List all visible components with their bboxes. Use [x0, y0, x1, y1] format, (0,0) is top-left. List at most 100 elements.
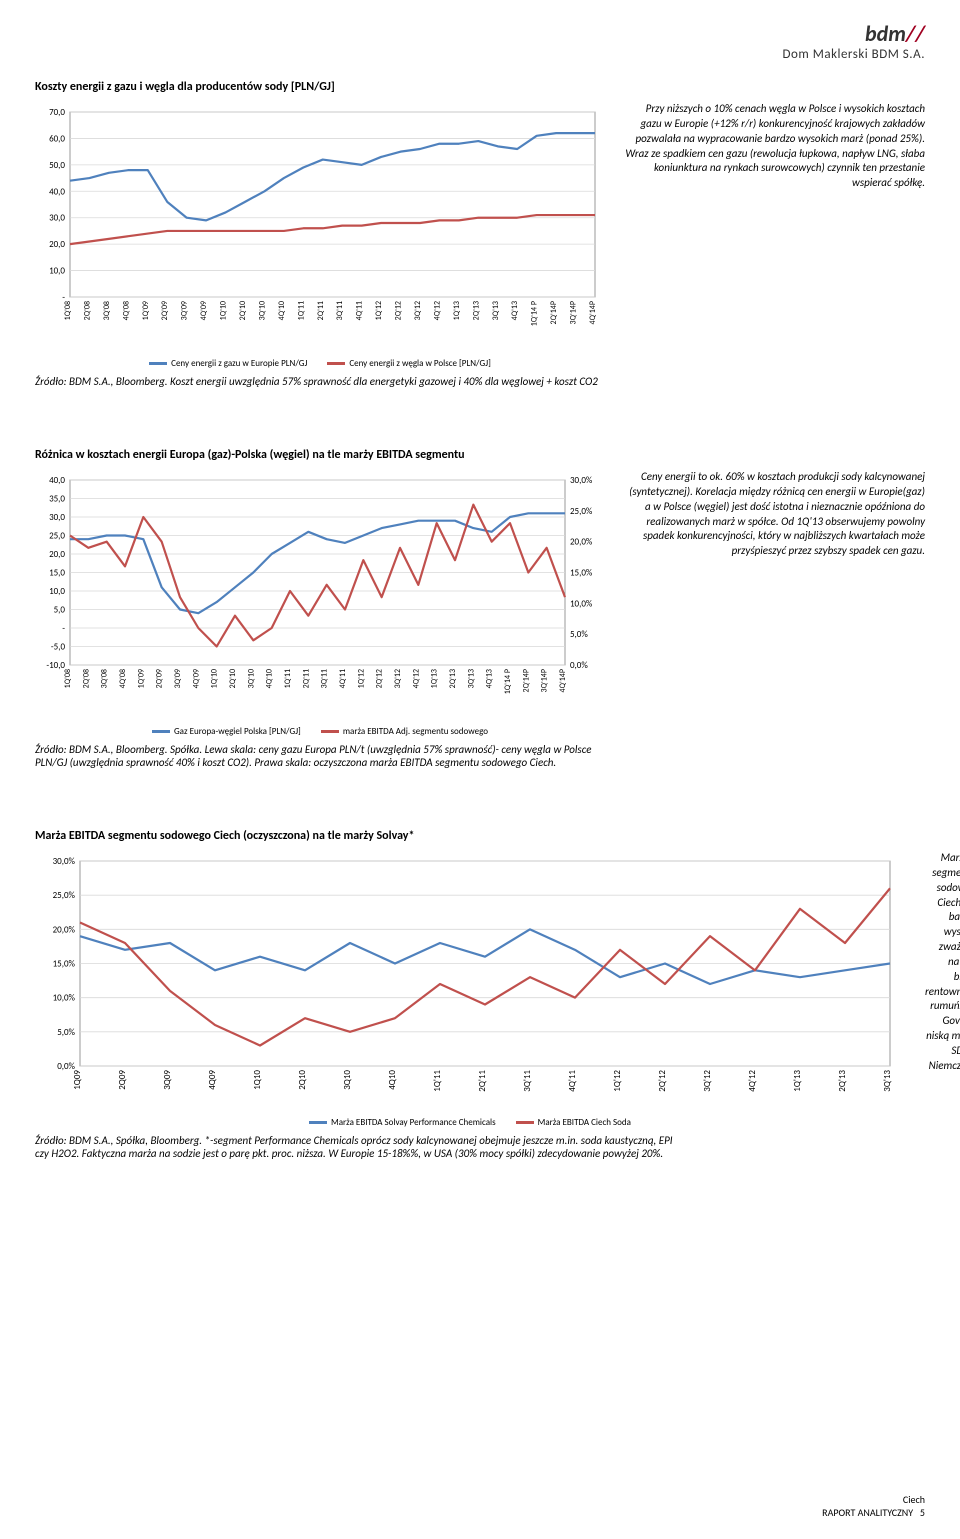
logo-tagline: Dom Maklerski BDM S.A. [783, 47, 925, 62]
chart1-side-text: Przy niższych o 10% cenach węgla w Polsc… [620, 102, 925, 191]
svg-text:2Q'13: 2Q'13 [471, 301, 481, 320]
svg-text:20,0%: 20,0% [570, 537, 593, 548]
svg-text:2Q'10: 2Q'10 [228, 669, 238, 688]
legend-item: marża EBITDA Adj. segmentu sodowego [321, 726, 488, 737]
svg-text:3Q09: 3Q09 [162, 1070, 173, 1090]
svg-text:1Q09: 1Q09 [72, 1070, 83, 1090]
svg-text:3Q'11: 3Q'11 [320, 669, 330, 688]
svg-text:3Q'09: 3Q'09 [180, 301, 190, 320]
chart2-source: Źródło: BDM S.A., Bloomberg. Spółka. Lew… [35, 743, 615, 769]
svg-text:20,0: 20,0 [49, 549, 65, 560]
svg-text:3Q'08: 3Q'08 [100, 669, 110, 688]
svg-text:70,0: 70,0 [49, 107, 65, 118]
svg-text:25,0: 25,0 [49, 531, 65, 542]
svg-text:60,0: 60,0 [49, 133, 65, 144]
svg-text:3Q'10: 3Q'10 [257, 301, 267, 320]
svg-text:-5,0: -5,0 [51, 642, 66, 653]
legend-item: Marża EBITDA Ciech Soda [516, 1117, 631, 1128]
svg-text:4Q'14P: 4Q'14P [588, 301, 598, 324]
chart2-svg: -10,0-5,0-5,010,015,020,025,030,035,040,… [35, 470, 605, 720]
svg-text:4Q'11: 4Q'11 [567, 1070, 578, 1092]
footer-report: RAPORT ANALITYCZNY [822, 1506, 913, 1519]
svg-text:2Q'13: 2Q'13 [448, 669, 458, 688]
svg-text:10,0%: 10,0% [53, 993, 76, 1004]
svg-text:30,0: 30,0 [49, 213, 65, 224]
svg-text:30,0%: 30,0% [570, 475, 593, 486]
chart3-side-text: Marże w segmencie sodowym Ciechu są bard… [920, 851, 960, 1074]
svg-text:1Q'11: 1Q'11 [296, 301, 306, 320]
chart3-title: Marża EBITDA segmentu sodowego Ciech (oc… [35, 829, 925, 843]
svg-text:4Q09: 4Q09 [207, 1070, 218, 1090]
svg-text:15,0: 15,0 [49, 568, 65, 579]
svg-text:25,0%: 25,0% [570, 506, 593, 517]
svg-text:4Q'08: 4Q'08 [118, 669, 128, 688]
svg-text:4Q'13: 4Q'13 [485, 669, 495, 688]
svg-text:10,0: 10,0 [49, 266, 65, 277]
svg-text:3Q'08: 3Q'08 [102, 301, 112, 320]
svg-text:2Q'10: 2Q'10 [238, 301, 248, 320]
chart3-legend: Marża EBITDA Solvay Performance Chemical… [35, 1117, 905, 1128]
svg-text:20,0%: 20,0% [53, 924, 76, 935]
svg-text:1Q'13: 1Q'13 [792, 1070, 803, 1092]
svg-text:40,0: 40,0 [49, 186, 65, 197]
svg-text:40,0: 40,0 [49, 475, 65, 486]
chart1-legend: Ceny energii z gazu w Europie PLN/GJCeny… [35, 358, 605, 369]
svg-text:2Q'14P: 2Q'14P [549, 301, 559, 324]
svg-text:3Q'14P: 3Q'14P [569, 301, 579, 324]
svg-text:3Q10: 3Q10 [342, 1070, 353, 1090]
svg-text:4Q'09: 4Q'09 [191, 669, 201, 688]
chart1-source: Źródło: BDM S.A., Bloomberg. Koszt energ… [35, 375, 615, 388]
svg-text:15,0%: 15,0% [53, 959, 76, 970]
svg-text:20,0: 20,0 [49, 239, 65, 250]
legend-item: Gaz Europa-węgiel Polska [PLN/GJ] [152, 726, 301, 737]
chart2-side-text: Ceny energii to ok. 60% w kosztach produ… [620, 470, 925, 559]
svg-text:10,0%: 10,0% [570, 598, 593, 609]
svg-text:5,0%: 5,0% [57, 1027, 75, 1038]
svg-text:1Q'12: 1Q'12 [612, 1070, 623, 1092]
chart1-svg: -10,020,030,040,050,060,070,01Q'082Q'083… [35, 102, 605, 352]
svg-text:4Q'14P: 4Q'14P [558, 669, 568, 692]
svg-text:1Q'08: 1Q'08 [63, 669, 73, 688]
chart2-title: Różnica w kosztach energii Europa (gaz)-… [35, 448, 925, 462]
section-chart2: Różnica w kosztach energii Europa (gaz)-… [35, 448, 925, 769]
svg-text:1Q'09: 1Q'09 [136, 669, 146, 688]
svg-text:4Q'13: 4Q'13 [510, 301, 520, 320]
svg-text:1Q10: 1Q10 [252, 1070, 263, 1090]
svg-text:4Q'11: 4Q'11 [355, 301, 365, 320]
svg-text:4Q'09: 4Q'09 [199, 301, 209, 320]
svg-text:2Q'09: 2Q'09 [155, 669, 165, 688]
svg-text:3Q'10: 3Q'10 [246, 669, 256, 688]
svg-text:2Q09: 2Q09 [117, 1070, 128, 1090]
logo-slash: // [906, 20, 925, 47]
svg-text:35,0: 35,0 [49, 494, 65, 505]
svg-text:4Q'12: 4Q'12 [432, 301, 442, 320]
svg-text:3Q'14P: 3Q'14P [540, 669, 550, 692]
svg-text:2Q10: 2Q10 [297, 1070, 308, 1090]
legend-item: Marża EBITDA Solvay Performance Chemical… [309, 1117, 496, 1128]
svg-text:1Q'12: 1Q'12 [374, 301, 384, 320]
svg-text:2Q'11: 2Q'11 [316, 301, 326, 320]
chart1-title: Koszty energii z gazu i węgla dla produc… [35, 80, 925, 94]
svg-text:3Q'11: 3Q'11 [335, 301, 345, 320]
svg-text:1Q'12: 1Q'12 [356, 669, 366, 688]
logo: bdm// Dom Maklerski BDM S.A. [783, 20, 925, 62]
svg-text:3Q'12: 3Q'12 [393, 669, 403, 688]
svg-text:2Q'13: 2Q'13 [837, 1070, 848, 1092]
svg-text:4Q'11: 4Q'11 [338, 669, 348, 688]
svg-text:4Q'08: 4Q'08 [121, 301, 131, 320]
svg-text:1Q'09: 1Q'09 [141, 301, 151, 320]
svg-text:-: - [62, 623, 65, 634]
svg-text:25,0%: 25,0% [53, 890, 76, 901]
svg-text:2Q'08: 2Q'08 [81, 669, 91, 688]
footer-company: Ciech [822, 1493, 925, 1506]
svg-text:1Q'11: 1Q'11 [432, 1070, 443, 1092]
svg-text:1Q'14 P: 1Q'14 P [530, 301, 540, 326]
svg-text:15,0%: 15,0% [570, 568, 593, 579]
svg-text:1Q'10: 1Q'10 [210, 669, 220, 688]
svg-text:30,0%: 30,0% [53, 856, 76, 867]
chart2-legend: Gaz Europa-węgiel Polska [PLN/GJ] marża E… [35, 726, 605, 737]
svg-text:2Q'12: 2Q'12 [375, 669, 385, 688]
svg-text:3Q'13: 3Q'13 [491, 301, 501, 320]
svg-text:0,0%: 0,0% [570, 660, 588, 671]
svg-text:4Q'12: 4Q'12 [411, 669, 421, 688]
